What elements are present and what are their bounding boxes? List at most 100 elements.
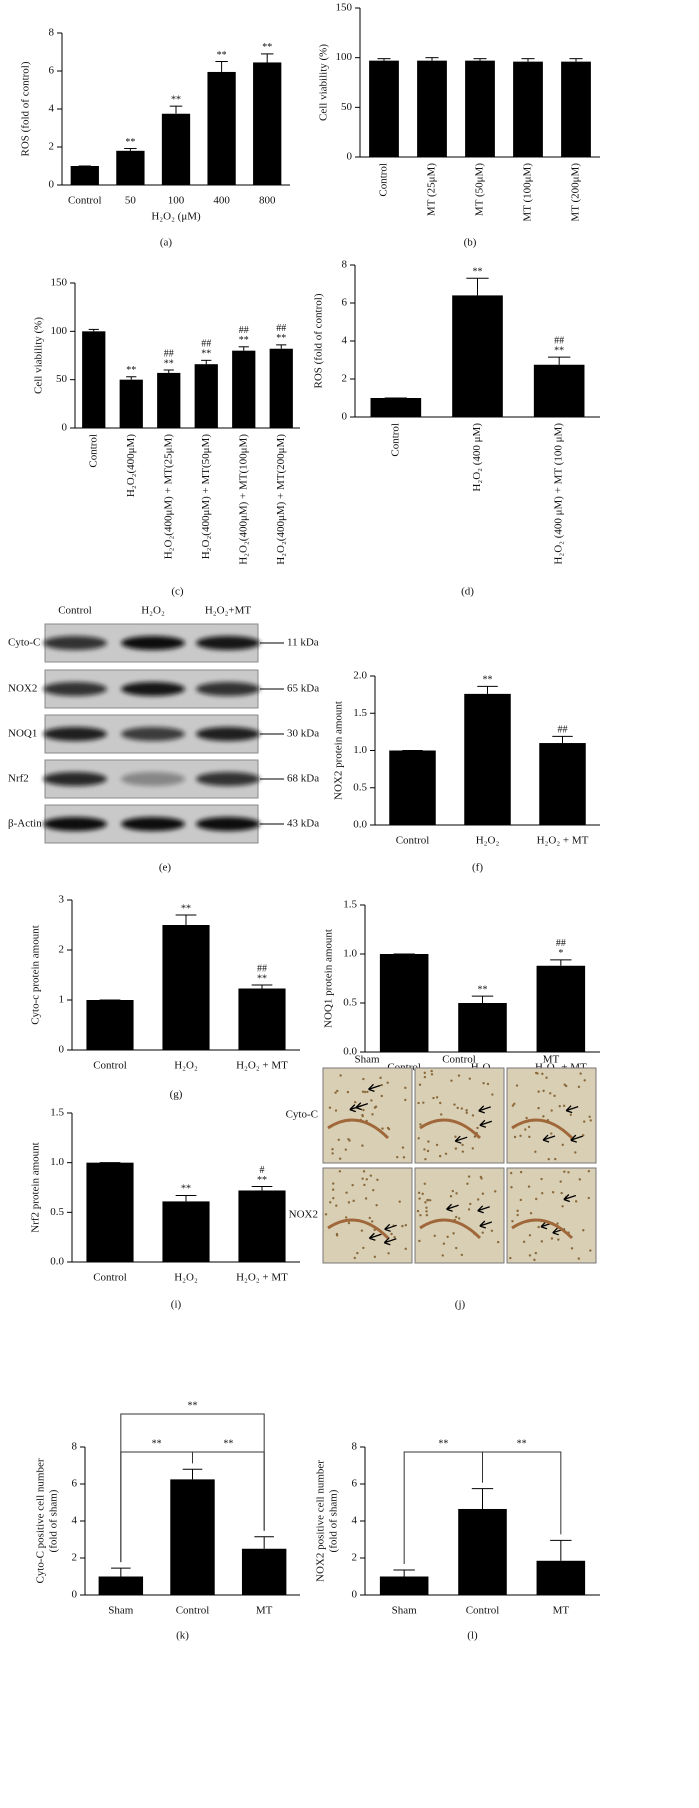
cell [364,1197,368,1200]
y-tick-label: 2 [59,944,65,956]
size-label: 43 kDa [287,818,319,830]
y-tick-label: 8 [352,1441,358,1453]
lacuna [419,1218,482,1240]
cell [387,1252,390,1255]
histology-image [322,1067,413,1164]
cell [561,1143,564,1147]
cell [361,1113,364,1117]
y-tick-label: 0 [59,1044,65,1056]
cell [562,1104,566,1108]
cell [583,1120,586,1123]
x-tick-label: Control [93,1060,127,1072]
protein-label: NOX2 [8,683,37,695]
cell [368,1216,371,1220]
cell [461,1143,464,1147]
cell [347,1221,351,1225]
cell [574,1200,578,1203]
y-axis-label: (fold of sham) [48,1489,60,1552]
y-tick-label: 1.0 [50,1156,64,1168]
significance-mark: ** [201,349,211,360]
y-tick-label: 4 [342,335,348,347]
y-tick-label: 0.5 [353,781,367,793]
significance-mark: ** [257,1175,267,1186]
bar [170,1479,215,1595]
comparison-bracket [120,1413,265,1563]
cell [480,1177,483,1180]
y-tick-label: 3 [59,894,65,906]
bar [98,1576,144,1595]
cell [549,1092,552,1095]
cell [362,1170,366,1173]
cell [424,1157,427,1161]
cell [363,1183,366,1187]
cell [550,1132,553,1135]
y-tick-label: 0 [352,1589,358,1601]
significance-mark: ** [483,675,493,686]
cell [513,1135,517,1139]
significance-mark: ** [276,333,286,344]
cell [456,1106,459,1110]
cell [454,1135,457,1138]
blot-band [43,727,107,741]
cell [381,1127,384,1130]
blot-band [196,772,260,786]
cell [370,1220,374,1223]
y-tick-label: 0 [49,179,55,191]
size-label: 65 kDa [287,683,319,695]
lacuna [419,1118,482,1140]
cell [328,1106,332,1109]
bar [162,1201,210,1262]
significance-mark: ## [276,323,286,334]
y-tick-label: 2 [342,373,348,385]
panel-label: (i) [171,1299,182,1311]
y-axis-label: NOX2 positive cell number [315,1460,327,1582]
cell [542,1115,545,1118]
y-tick-label: 4 [72,1515,78,1527]
cell [425,1213,429,1217]
cell [372,1188,375,1192]
y-tick-label: 8 [72,1441,78,1453]
tissue [414,1167,505,1264]
cell [519,1198,522,1202]
cell [468,1077,471,1080]
x-tick-label: Control [93,1272,127,1284]
blot-band [121,682,185,696]
cell [419,1123,422,1126]
cell [553,1094,556,1098]
x-tick-label: H₂O₂ (400 μM) [471,423,483,492]
cell [380,1083,383,1087]
x-tick-label: H₂O₂ + MT [236,1060,288,1072]
bar [86,1162,134,1262]
cell [528,1135,531,1139]
cell [352,1199,355,1203]
blot-column-label: H₂O₂+MT [205,605,252,617]
cell [430,1069,433,1073]
y-axis-label: ROS (fold of control) [20,61,32,156]
y-tick-label: 0.5 [343,997,357,1009]
cell [457,1074,461,1077]
x-tick-label: Control [396,835,430,847]
histology-column-label: MT [543,1054,560,1066]
panel-label: (k) [176,1630,189,1642]
y-axis-label: Cyto-C positive cell number [35,1458,47,1583]
cell [469,1202,472,1206]
cell [563,1170,566,1173]
cell [529,1211,533,1215]
cell [567,1171,570,1174]
cell [449,1195,453,1198]
cell [588,1115,591,1118]
significance-mark: ## [201,339,211,350]
y-tick-label: 150 [51,277,68,289]
significance-mark: ** [171,94,181,105]
bar [370,398,422,417]
protein-label: β-Actin [8,818,42,830]
cell [401,1146,405,1149]
cell [331,1152,334,1155]
cell [338,1157,342,1160]
cell [417,1137,420,1140]
cell [528,1254,532,1257]
cell [455,1246,458,1250]
cell [537,1106,540,1110]
cell [557,1238,560,1241]
cell [425,1206,428,1209]
